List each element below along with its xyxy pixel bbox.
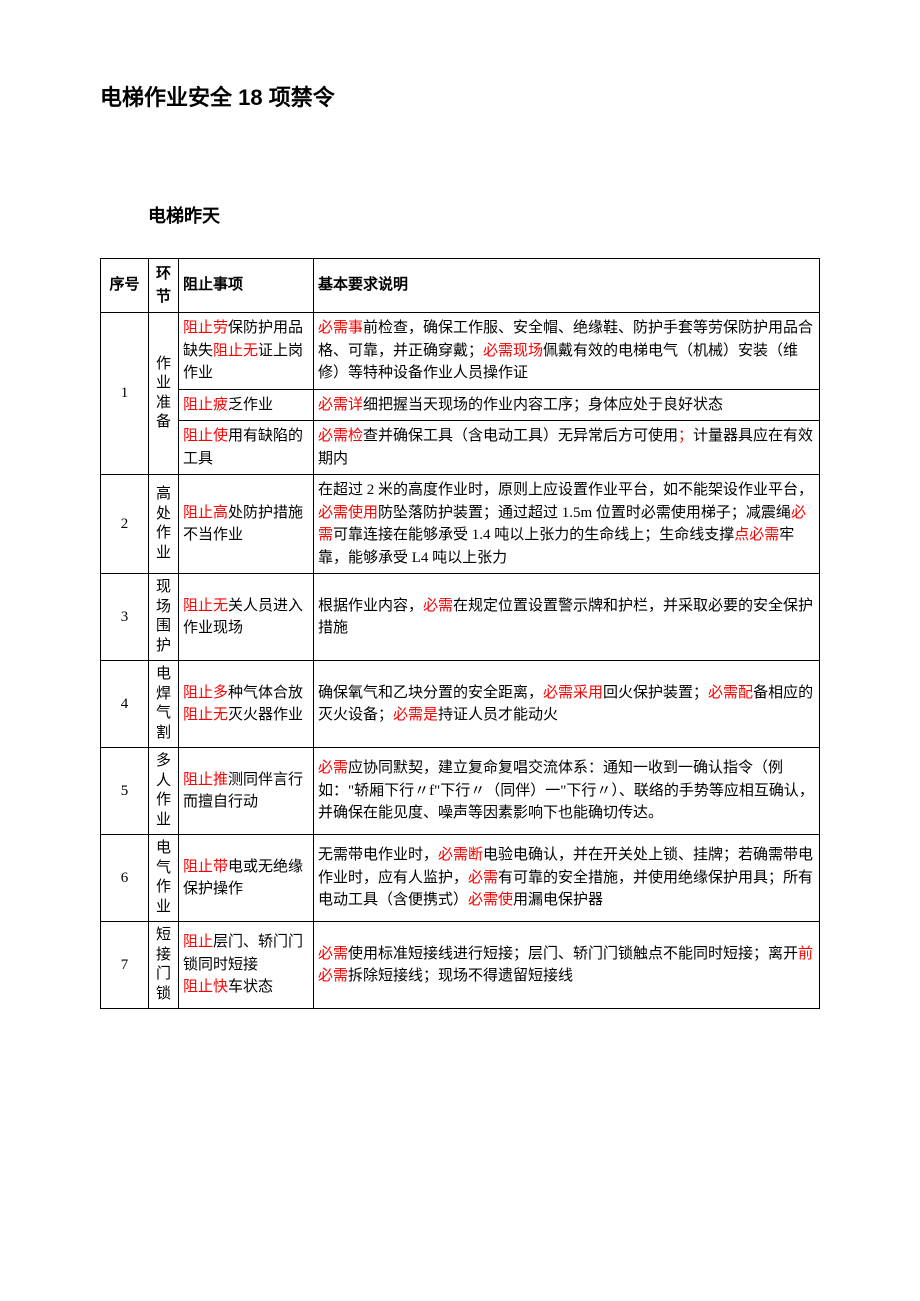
text-span: 必需配: [708, 685, 753, 701]
text-span: 必需检: [318, 428, 363, 444]
cell-seq: 4: [101, 661, 149, 748]
cell-desc: 必需检查并确保工具（含电动工具）无异常后方可使用；计量器具应在有效期内: [314, 421, 820, 475]
table-row: 4电焊气割阻止多种气体合放阻止无灭火器作业确保氧气和乙块分置的安全距离，必需采用…: [101, 661, 820, 748]
table-row: 1作业准备阻止劳保防护用品缺失阻止无证上岗作业必需事前检查，确保工作服、安全帽、…: [101, 313, 820, 390]
table-row: 2高处作业阻止高处防护措施不当作业在超过 2 米的高度作业时，原则上应设置作业平…: [101, 475, 820, 574]
text-span: 阻止无: [183, 598, 228, 614]
cell-link: 电焊气割: [149, 661, 179, 748]
table-row: 6电气作业阻止带电或无绝缘保护操作无需带电作业时，必需断电验电确认，并在开关处上…: [101, 835, 820, 922]
text-span: 必需采用: [543, 685, 603, 701]
text-span: 乏作业: [228, 397, 273, 413]
text-span: 阻止: [183, 934, 213, 950]
doc-title: 电梯作业安全 18 项禁令: [100, 80, 820, 112]
text-span: 必需: [468, 870, 498, 886]
cell-link: 短接门锁: [149, 922, 179, 1009]
cell-link: 高处作业: [149, 475, 179, 574]
cell-desc: 必需事前检查，确保工作服、安全帽、绝缘鞋、防护手套等劳保防护用品合格、可靠，并正…: [314, 313, 820, 390]
text-span: 必需使: [468, 892, 513, 908]
th-link: 环节: [149, 259, 179, 313]
table-row: 3现场围护阻止无关人员进入作业现场根据作业内容，必需在规定位置设置警示牌和护栏，…: [101, 574, 820, 661]
cell-prevent: 阻止推测同伴言行而擅自行动: [179, 748, 314, 835]
cell-desc: 确保氧气和乙块分置的安全距离，必需采用回火保护装置；必需配备相应的灭火设备；必需…: [314, 661, 820, 748]
text-span: 防坠落防护装置；通过超过 1.5m 位置时必需使用梯子；减震绳: [378, 505, 791, 521]
table-row: 阻止使用有缺陷的工具必需检查并确保工具（含电动工具）无异常后方可使用；计量器具应…: [101, 421, 820, 475]
text-span: 在超过 2 米的高度作业时，原则上应设置作业平台，如不能架设作业平台，: [318, 482, 813, 498]
text-span: 必需: [318, 760, 348, 776]
cell-prevent: 阻止使用有缺陷的工具: [179, 421, 314, 475]
cell-prevent: 阻止层门、轿门门锁同时短接阻止快车状态: [179, 922, 314, 1009]
text-span: 必需: [423, 598, 453, 614]
cell-seq: 7: [101, 922, 149, 1009]
text-span: 种气体合放: [228, 685, 303, 701]
text-span: 必需: [318, 946, 348, 962]
cell-prevent: 阻止带电或无绝缘保护操作: [179, 835, 314, 922]
text-span: 拆除短接线；现场不得遗留短接线: [348, 968, 573, 984]
text-span: 回火保护装置；: [603, 685, 708, 701]
table-header-row: 序号 环节 阻止事项 基本要求说明: [101, 259, 820, 313]
text-span: 阻止快: [183, 979, 228, 995]
text-span: 必需使用: [318, 505, 378, 521]
cell-link: 现场围护: [149, 574, 179, 661]
text-span: 车状态: [228, 979, 273, 995]
text-span: 细把握当天现场的作业内容工序；身体应处于良好状态: [363, 397, 723, 413]
cell-prevent: 阻止无关人员进入作业现场: [179, 574, 314, 661]
th-seq: 序号: [101, 259, 149, 313]
prohibition-table: 序号 环节 阻止事项 基本要求说明 1作业准备阻止劳保防护用品缺失阻止无证上岗作…: [100, 258, 820, 1009]
text-span: 阻止带: [183, 859, 228, 875]
text-span: 用漏电保护器: [513, 892, 603, 908]
doc-subtitle: 电梯昨天: [148, 202, 820, 228]
text-span: 必需是: [393, 707, 438, 723]
text-span: 无需带电作业时，: [318, 847, 438, 863]
cell-desc: 在超过 2 米的高度作业时，原则上应设置作业平台，如不能架设作业平台， 必需使用防…: [314, 475, 820, 574]
text-span: 必需详: [318, 397, 363, 413]
text-span: 阻止推: [183, 772, 228, 788]
cell-prevent: 阻止高处防护措施不当作业: [179, 475, 314, 574]
cell-desc: 必需详细把握当天现场的作业内容工序；身体应处于良好状态: [314, 389, 820, 421]
text-span: 阻止使: [183, 428, 228, 444]
text-span: 应协同默契，建立复命复唱交流体系：通知一收到一确认指令（例如："轿厢下行〃f"下…: [318, 760, 814, 821]
text-span: 阻止高: [183, 505, 228, 521]
cell-seq: 6: [101, 835, 149, 922]
cell-desc: 根据作业内容，必需在规定位置设置警示牌和护栏，并采取必要的安全保护措施: [314, 574, 820, 661]
cell-seq: 1: [101, 313, 149, 475]
cell-desc: 必需应协同默契，建立复命复唱交流体系：通知一收到一确认指令（例如："轿厢下行〃f…: [314, 748, 820, 835]
table-row: 阻止疲乏作业必需详细把握当天现场的作业内容工序；身体应处于良好状态: [101, 389, 820, 421]
text-span: 阻止多: [183, 685, 228, 701]
cell-seq: 5: [101, 748, 149, 835]
table-row: 5多人作业阻止推测同伴言行而擅自行动必需应协同默契，建立复命复唱交流体系：通知一…: [101, 748, 820, 835]
text-span: 可靠连接在能够承受 1.4 吨以上张力的生命线上；生命线支撑: [333, 527, 734, 543]
text-span: 阻止无: [183, 707, 228, 723]
text-span: 必需事: [318, 320, 363, 336]
th-desc: 基本要求说明: [314, 259, 820, 313]
cell-seq: 3: [101, 574, 149, 661]
cell-prevent: 阻止劳保防护用品缺失阻止无证上岗作业: [179, 313, 314, 390]
text-span: 查并确保工具（含电动工具）无异常后方可使用: [363, 428, 678, 444]
table-row: 7短接门锁阻止层门、轿门门锁同时短接阻止快车状态必需使用标准短接线进行短接；层门…: [101, 922, 820, 1009]
text-span: ；: [678, 428, 693, 444]
text-span: 灭火器作业: [228, 707, 303, 723]
text-span: 点必需: [734, 527, 779, 543]
text-span: 阻止疲: [183, 397, 228, 413]
text-span: 确保氧气和乙块分置的安全距离，: [318, 685, 543, 701]
text-span: 阻止劳: [183, 320, 228, 336]
text-span: 必需现场: [483, 343, 543, 359]
cell-link: 电气作业: [149, 835, 179, 922]
cell-prevent: 阻止多种气体合放阻止无灭火器作业: [179, 661, 314, 748]
cell-desc: 必需使用标准短接线进行短接；层门、轿门门锁触点不能同时短接；离开前必需拆除短接线…: [314, 922, 820, 1009]
cell-link: 多人作业: [149, 748, 179, 835]
cell-link: 作业准备: [149, 313, 179, 475]
text-span: 阻止无: [213, 343, 258, 359]
th-prevent: 阻止事项: [179, 259, 314, 313]
text-span: 使用标准短接线进行短接；层门、轿门门锁触点不能同时短接；离开: [348, 946, 798, 962]
cell-desc: 无需带电作业时，必需断电验电确认，并在开关处上锁、挂牌；若确需带电作业时，应有人…: [314, 835, 820, 922]
text-span: 持证人员才能动火: [438, 707, 558, 723]
text-span: 必需断: [438, 847, 483, 863]
cell-prevent: 阻止疲乏作业: [179, 389, 314, 421]
text-span: 根据作业内容，: [318, 598, 423, 614]
table-body: 1作业准备阻止劳保防护用品缺失阻止无证上岗作业必需事前检查，确保工作服、安全帽、…: [101, 313, 820, 1009]
cell-seq: 2: [101, 475, 149, 574]
